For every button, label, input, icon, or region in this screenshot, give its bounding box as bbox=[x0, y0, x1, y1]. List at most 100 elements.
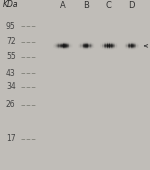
Bar bbox=[126, 44, 127, 45]
Bar bbox=[84, 43, 85, 44]
Bar bbox=[69, 45, 70, 46]
Bar bbox=[59, 43, 60, 44]
Bar bbox=[78, 42, 79, 43]
Bar bbox=[86, 48, 87, 49]
Bar bbox=[137, 44, 138, 45]
Bar bbox=[61, 47, 62, 48]
Bar bbox=[89, 46, 90, 47]
Bar bbox=[61, 49, 62, 50]
Bar bbox=[79, 43, 80, 44]
Bar bbox=[104, 50, 105, 51]
Bar bbox=[88, 48, 89, 49]
Bar bbox=[72, 46, 73, 47]
Bar bbox=[68, 41, 69, 42]
Bar bbox=[53, 50, 54, 51]
Bar bbox=[64, 45, 65, 46]
Bar bbox=[64, 43, 65, 44]
Bar bbox=[136, 44, 137, 45]
Bar bbox=[128, 41, 129, 42]
Bar bbox=[63, 43, 64, 44]
Bar bbox=[90, 42, 91, 43]
Bar bbox=[80, 44, 81, 45]
Bar bbox=[131, 49, 132, 50]
Bar bbox=[138, 44, 139, 45]
Bar bbox=[89, 44, 90, 45]
Bar bbox=[101, 47, 102, 48]
Bar bbox=[105, 46, 106, 47]
Bar bbox=[65, 46, 66, 47]
Bar bbox=[65, 50, 66, 51]
Bar bbox=[89, 46, 90, 47]
Bar bbox=[133, 41, 134, 42]
Bar bbox=[131, 47, 132, 48]
Bar bbox=[89, 42, 90, 43]
Bar bbox=[135, 48, 136, 49]
Bar bbox=[129, 48, 130, 49]
Bar bbox=[133, 46, 134, 47]
Bar bbox=[131, 44, 132, 45]
Bar bbox=[93, 43, 94, 44]
Bar bbox=[103, 49, 104, 50]
Bar bbox=[106, 44, 107, 45]
Bar bbox=[136, 41, 137, 42]
Bar bbox=[66, 47, 67, 48]
Bar bbox=[129, 44, 130, 45]
Bar bbox=[63, 46, 64, 47]
Bar bbox=[68, 44, 69, 45]
Bar bbox=[110, 41, 111, 42]
Bar bbox=[71, 44, 72, 45]
Bar bbox=[113, 44, 114, 45]
Bar bbox=[107, 48, 108, 49]
Bar bbox=[104, 49, 105, 50]
Bar bbox=[68, 47, 69, 48]
Bar bbox=[106, 46, 107, 47]
Bar bbox=[55, 49, 56, 50]
Bar bbox=[57, 48, 58, 49]
Bar bbox=[56, 48, 57, 49]
Bar bbox=[100, 42, 101, 43]
Bar bbox=[82, 44, 83, 45]
Bar bbox=[70, 41, 71, 42]
Bar bbox=[84, 46, 85, 47]
Bar bbox=[57, 46, 58, 47]
Bar bbox=[114, 42, 115, 43]
Bar bbox=[114, 49, 115, 50]
Bar bbox=[56, 41, 57, 42]
Bar bbox=[100, 46, 101, 47]
Bar bbox=[61, 44, 62, 45]
Bar bbox=[130, 43, 131, 44]
Bar bbox=[88, 44, 89, 45]
Bar bbox=[110, 47, 111, 48]
Bar bbox=[125, 50, 126, 51]
Bar bbox=[133, 41, 134, 42]
Bar bbox=[84, 45, 85, 46]
Bar bbox=[126, 42, 127, 43]
Bar bbox=[111, 46, 112, 47]
Bar bbox=[109, 45, 110, 46]
Bar bbox=[90, 47, 91, 48]
Bar bbox=[138, 44, 139, 45]
Bar bbox=[111, 46, 112, 47]
Bar bbox=[72, 47, 73, 48]
Bar bbox=[136, 41, 137, 42]
Bar bbox=[104, 45, 105, 46]
Bar bbox=[83, 48, 84, 49]
Bar bbox=[71, 44, 72, 45]
Bar bbox=[125, 44, 126, 45]
Bar bbox=[89, 48, 90, 49]
Bar bbox=[102, 48, 103, 49]
Bar bbox=[80, 47, 81, 48]
Bar bbox=[102, 50, 103, 51]
Bar bbox=[82, 42, 83, 43]
Bar bbox=[79, 47, 80, 48]
Bar bbox=[115, 45, 116, 46]
Bar bbox=[134, 49, 135, 50]
Bar bbox=[102, 47, 103, 48]
Bar bbox=[70, 42, 71, 43]
Bar bbox=[91, 45, 92, 46]
Bar bbox=[67, 41, 68, 42]
Bar bbox=[125, 46, 126, 47]
Bar bbox=[83, 42, 84, 43]
Bar bbox=[59, 41, 60, 42]
Bar bbox=[106, 43, 107, 44]
